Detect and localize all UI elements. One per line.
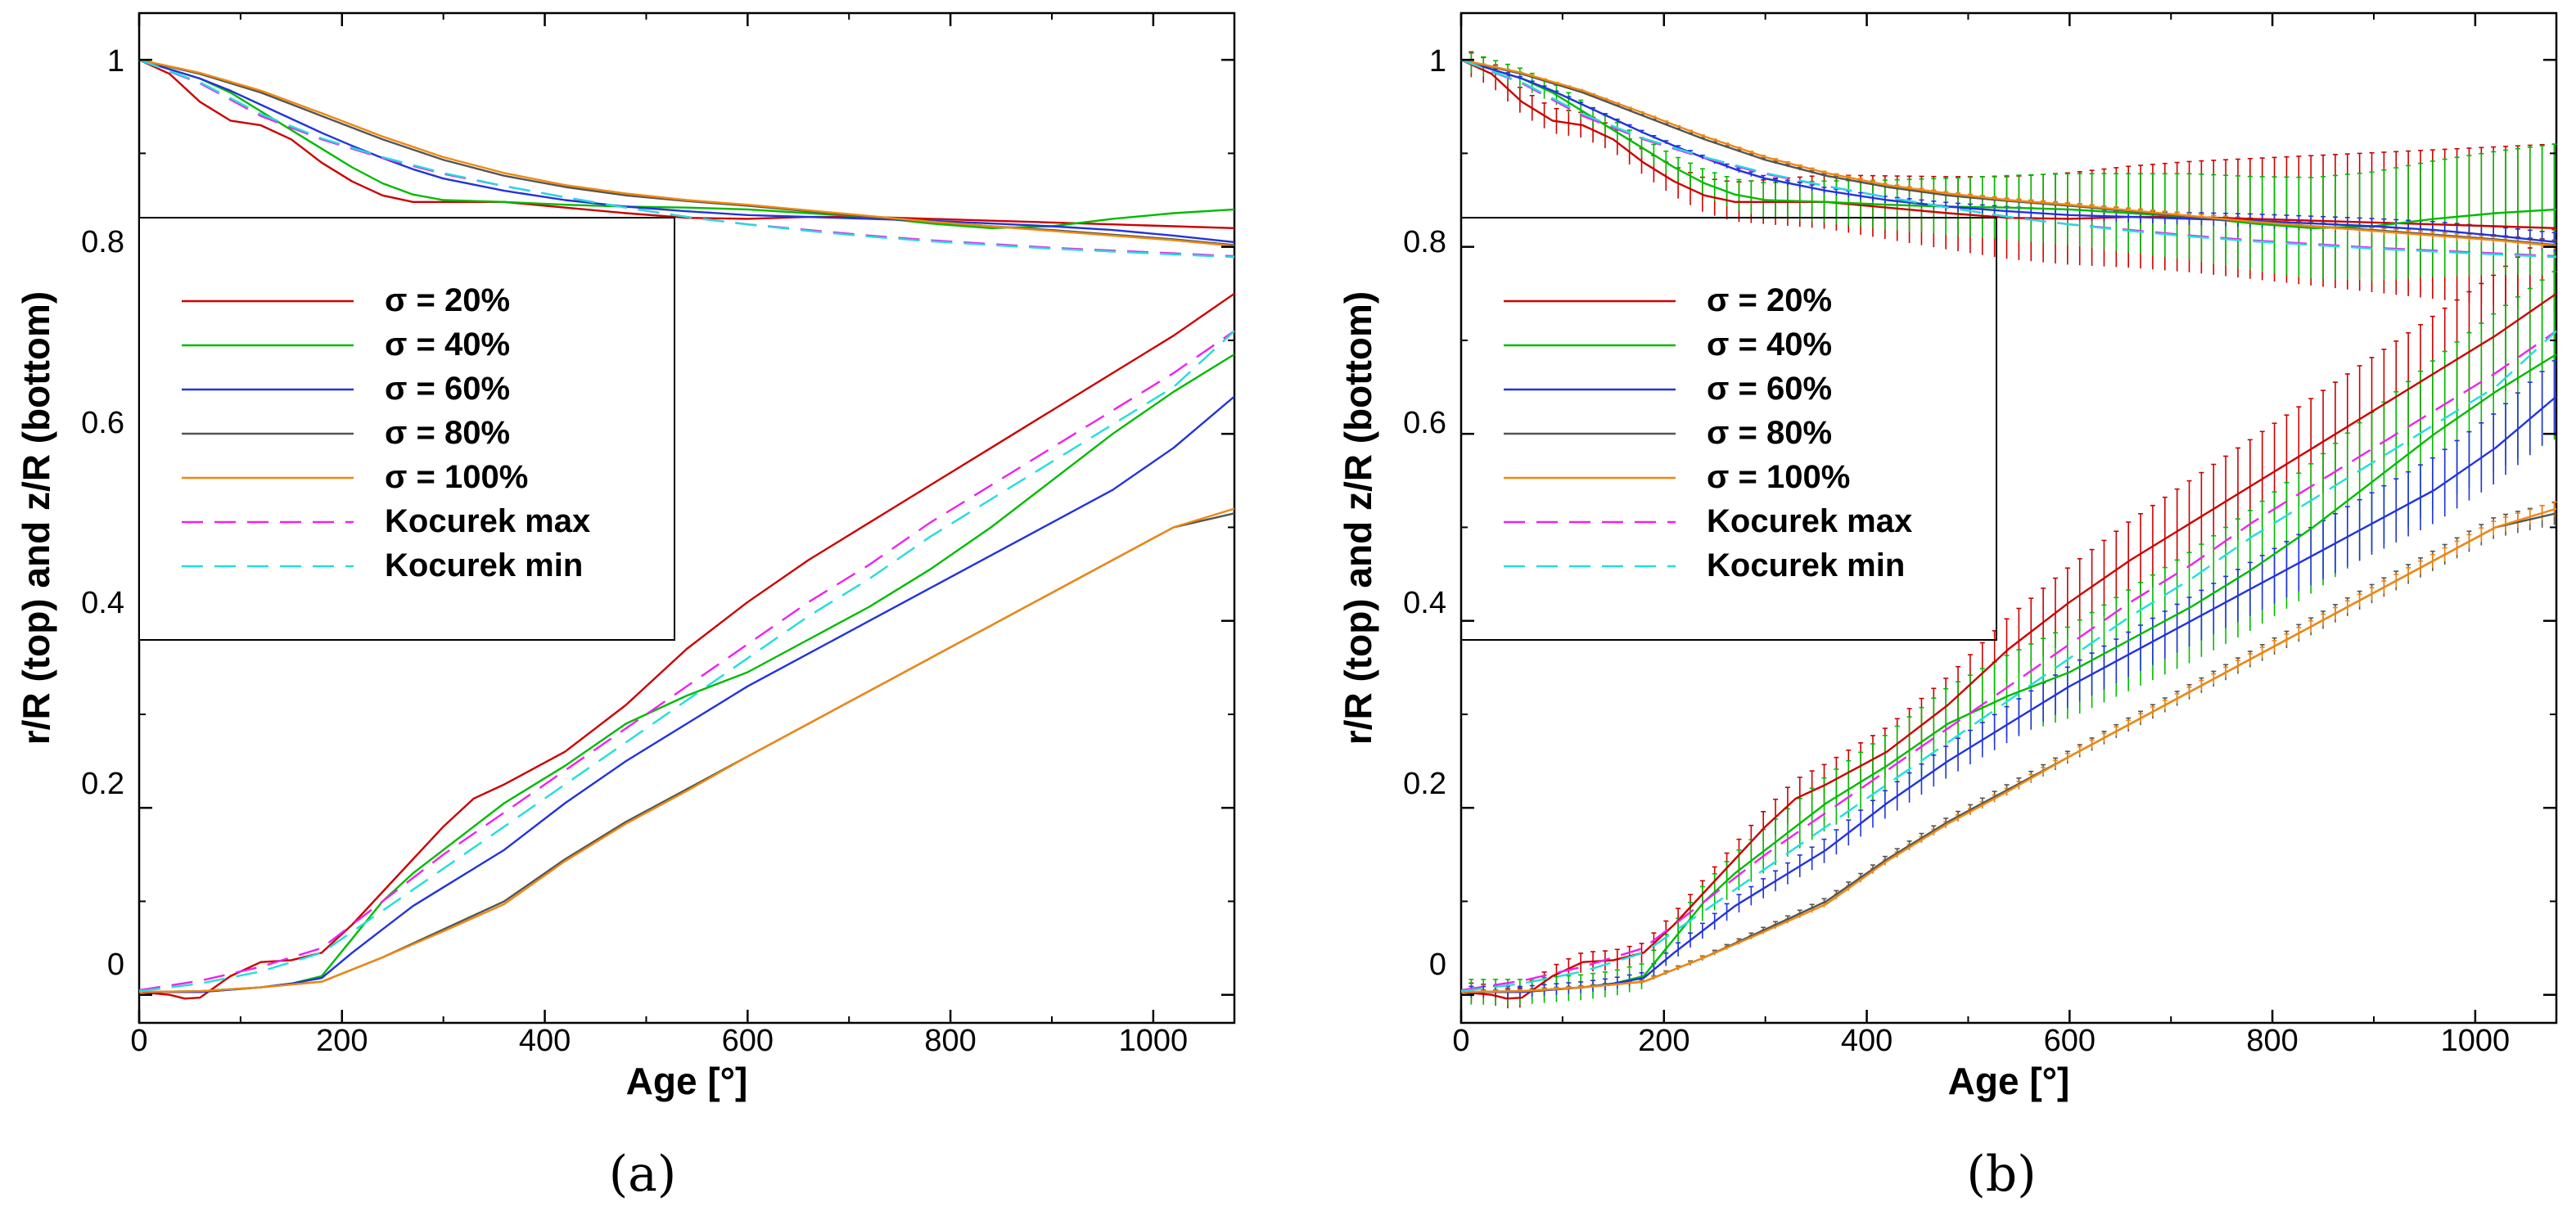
x-axis-title: Age [°]: [1948, 1060, 2070, 1102]
x-tick-label: 0: [130, 1024, 147, 1058]
legend-box: [1460, 217, 1997, 641]
y-tick-label: 1: [107, 44, 124, 79]
legend: σ = 20% σ = 40% σ = 60% σ = 80% σ = 100%…: [1460, 217, 1997, 641]
series-line-bottom: [1460, 292, 2557, 1000]
y-tick-label: 0.2: [1403, 767, 1446, 801]
series-line-top: [1460, 58, 2557, 259]
series-line-top: [1460, 58, 2557, 229]
y-tick-label: 0.6: [1403, 406, 1446, 440]
series-line-bottom: [1460, 330, 2557, 992]
series-group: [138, 58, 1235, 993]
series-line-top: [1460, 58, 2557, 247]
legend-label: Kocurek min: [385, 547, 583, 583]
series-group: [138, 59, 1235, 1000]
legend-label: σ = 100%: [1707, 459, 1850, 495]
legend-label: σ = 20%: [385, 282, 510, 318]
x-axis-title: Age [°]: [626, 1060, 748, 1102]
y-tick-label: 0: [107, 948, 124, 982]
y-tick-label: 0.8: [81, 225, 124, 259]
series-line-bottom: [138, 507, 1235, 993]
x-tick-label: 800: [924, 1024, 976, 1058]
legend-label: σ = 40%: [385, 327, 510, 363]
series-line-bottom: [139, 395, 1235, 993]
series-group: [1460, 58, 2557, 993]
series-group: [1460, 59, 2557, 1000]
series-layer: [138, 58, 1235, 1000]
legend-label: σ = 80%: [1707, 415, 1832, 451]
x-tick-label: 600: [2044, 1024, 2096, 1058]
series-line-top: [138, 59, 1235, 229]
series-line-bottom: [138, 292, 1235, 1000]
y-tick-label: 0.2: [81, 767, 124, 801]
ticks-layer: [1459, 13, 2556, 1023]
y-axis-title: r/R (top) and z/R (bottom): [1337, 291, 1379, 745]
y-axis-title: r/R (top) and z/R (bottom): [15, 291, 57, 745]
series-line-bottom: [139, 353, 1235, 993]
series-line-top: [138, 58, 1235, 247]
series-line-bottom: [1461, 395, 2557, 993]
legend-label: Kocurek max: [385, 503, 590, 539]
series-group: [138, 58, 1235, 993]
x-tick-label: 200: [1638, 1024, 1690, 1058]
series-group: [138, 58, 1235, 993]
ticks-layer: [138, 13, 1234, 1023]
x-tick-label: 600: [722, 1024, 774, 1058]
series-line-top: [1460, 58, 2557, 244]
x-tick-label: 400: [1841, 1024, 1893, 1058]
x-tick-label: 200: [316, 1024, 368, 1058]
y-tick-label: 0.6: [81, 406, 124, 440]
legend-label: σ = 100%: [385, 459, 528, 495]
y-tick-label: 0.8: [1403, 225, 1446, 259]
y-tick-label: 0: [1429, 948, 1446, 982]
series-line-top: [138, 58, 1235, 259]
legend-label: σ = 20%: [1707, 282, 1832, 318]
x-tick-label: 1000: [1119, 1024, 1189, 1058]
series-group: [1460, 58, 2557, 993]
legend-label: σ = 60%: [1707, 371, 1832, 407]
panel-caption: (a): [609, 1146, 677, 1203]
series-line-top: [1460, 59, 2557, 229]
legend-box: [138, 217, 675, 641]
legend-label: σ = 40%: [1707, 327, 1832, 363]
panel-a: σ = 20% σ = 40% σ = 60% σ = 80% σ = 100%…: [15, 11, 1236, 1203]
legend-items: σ = 20% σ = 40% σ = 60% σ = 80% σ = 100%…: [182, 282, 590, 583]
series-group: [1460, 58, 2557, 993]
x-tick-label: 800: [2246, 1024, 2298, 1058]
series-layer: [1460, 51, 2557, 1009]
y-tick-label: 0.4: [1403, 586, 1446, 620]
series-line-bottom: [1460, 507, 2557, 993]
x-tick-label: 1000: [2441, 1024, 2511, 1058]
legend-label: Kocurek min: [1707, 547, 1905, 583]
y-tick-label: 0.4: [81, 586, 124, 620]
legend: σ = 20% σ = 40% σ = 60% σ = 80% σ = 100%…: [138, 217, 675, 641]
x-tick-label: 400: [519, 1024, 571, 1058]
series-line-bottom: [138, 330, 1235, 992]
series-line-top: [138, 58, 1235, 244]
panel-caption: (b): [1966, 1146, 2036, 1203]
legend-items: σ = 20% σ = 40% σ = 60% σ = 80% σ = 100%…: [1504, 282, 1912, 583]
legend-label: Kocurek max: [1707, 503, 1912, 539]
series-line-top: [138, 58, 1235, 229]
series-line-bottom: [1461, 353, 2557, 993]
legend-label: σ = 60%: [385, 371, 510, 407]
legend-label: σ = 80%: [385, 415, 510, 451]
series-line-bottom: [1460, 330, 2557, 993]
y-tick-label: 1: [1429, 44, 1446, 79]
series-line-bottom: [138, 330, 1235, 993]
x-tick-label: 0: [1452, 1024, 1469, 1058]
panel-b: σ = 20% σ = 40% σ = 60% σ = 80% σ = 100%…: [1337, 11, 2558, 1203]
